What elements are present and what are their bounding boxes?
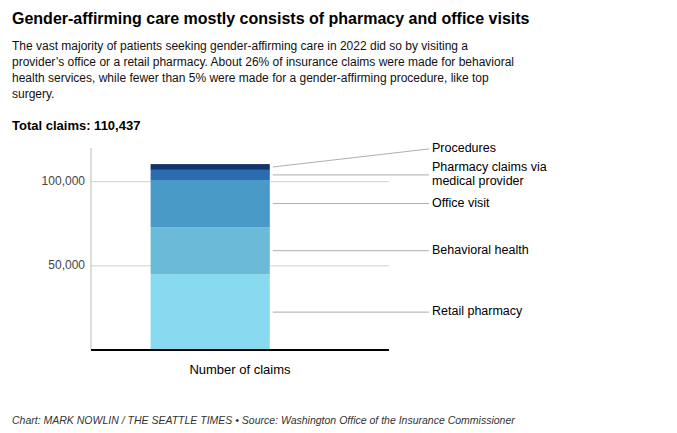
bar-segment xyxy=(151,164,270,170)
y-tick-label: 100,000 xyxy=(42,174,86,188)
chart: Gender-affirming care mostly consists of… xyxy=(0,0,677,433)
bar-segment xyxy=(151,274,270,350)
bar-segment xyxy=(151,227,270,274)
y-axis-line xyxy=(91,148,92,350)
segment-label: Office visit xyxy=(432,196,490,210)
leader-line xyxy=(273,149,429,167)
x-axis-line xyxy=(91,349,389,351)
segment-label: Retail pharmacy xyxy=(432,304,523,318)
subtitle: The vast majority of patients seeking ge… xyxy=(12,39,514,101)
leader-line xyxy=(273,250,429,251)
segment-label: Behavioral health xyxy=(432,243,529,257)
bar-segment xyxy=(151,170,270,180)
total-label: Total claims: 110,437 xyxy=(12,118,140,133)
leader-line xyxy=(273,203,429,204)
title: Gender-affirming care mostly consists of… xyxy=(12,10,530,27)
segment-label: Procedures xyxy=(432,141,496,155)
bars xyxy=(151,164,270,350)
footer: Chart: MARK NOWLIN / THE SEATTLE TIMES •… xyxy=(12,414,515,426)
segment-label: Pharmacy claims viamedical provider xyxy=(432,160,547,188)
leader-line xyxy=(273,174,429,175)
x-axis-label: Number of claims xyxy=(189,362,291,377)
y-tick-label: 50,000 xyxy=(48,258,85,272)
bar-segment xyxy=(151,180,270,227)
leader-line xyxy=(273,312,429,313)
